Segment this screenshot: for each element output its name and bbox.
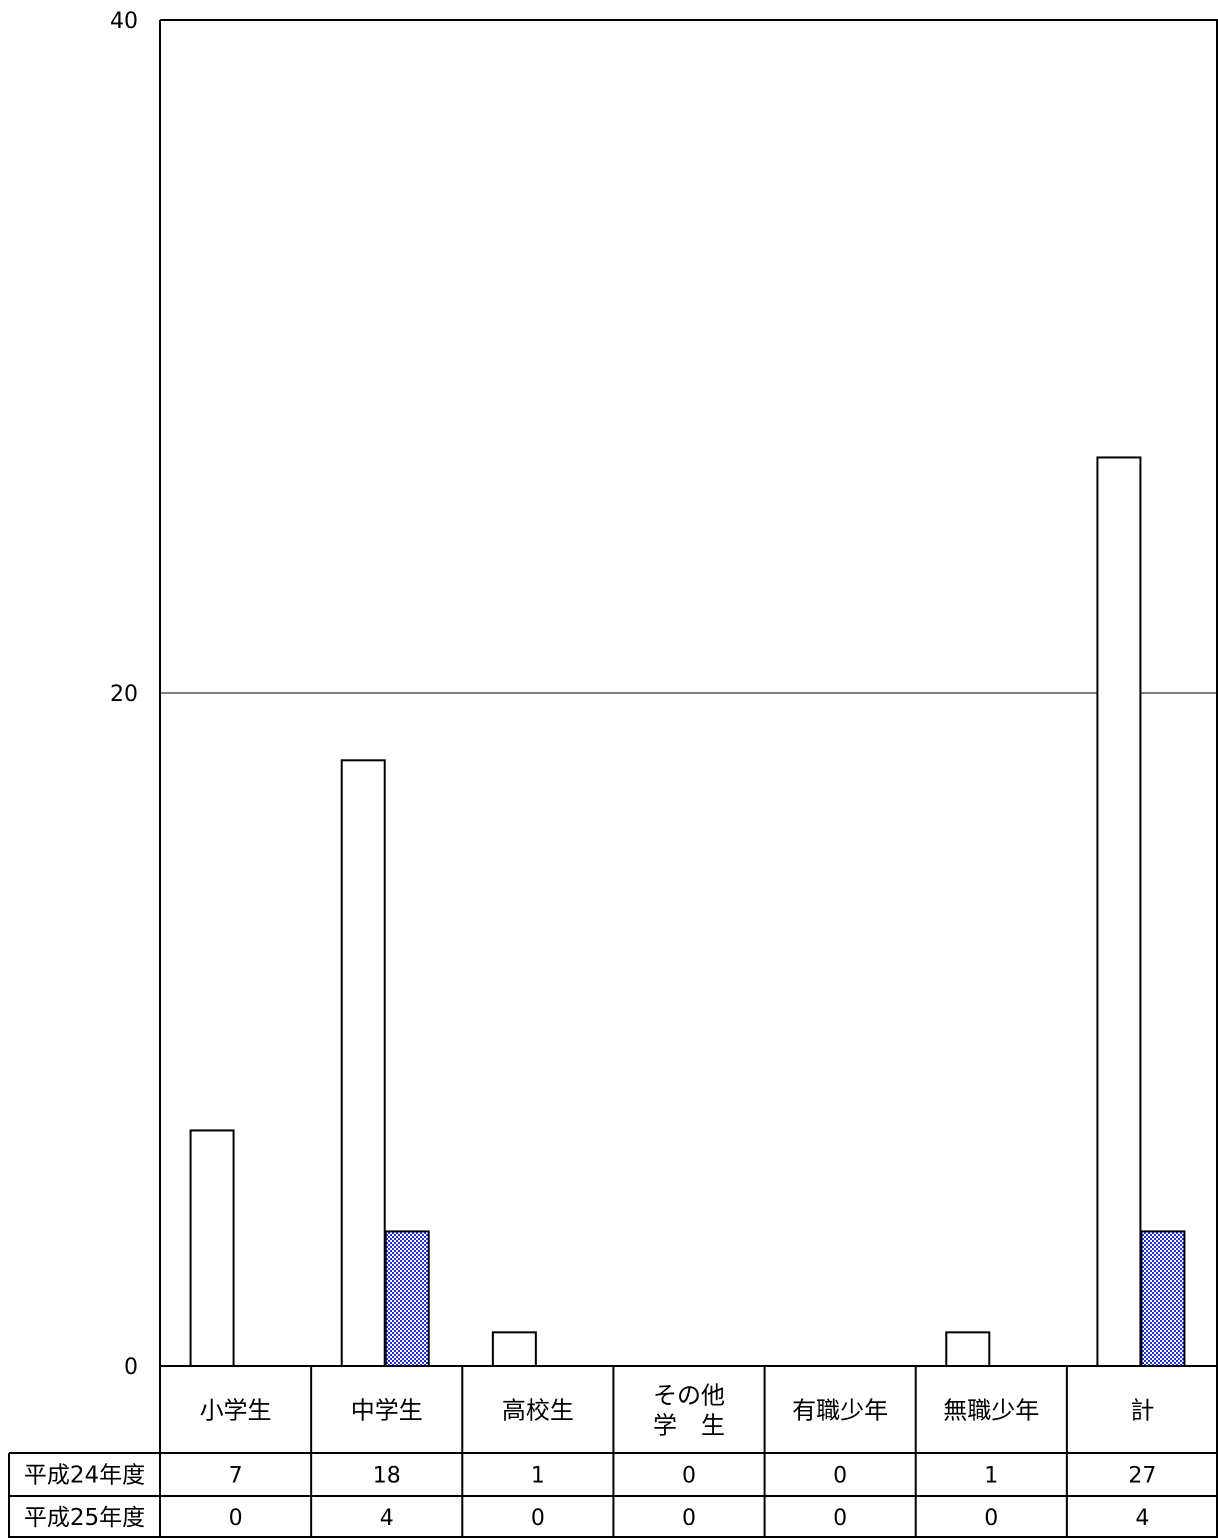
data-label: 4 (1135, 1506, 1149, 1531)
category-label-line: 高校生 (502, 1397, 574, 1425)
category-label: 計 (1130, 1397, 1154, 1425)
data-label: 18 (373, 1464, 401, 1489)
bar-h24 (340, 759, 386, 1367)
category-label: 無職少年 (943, 1397, 1039, 1425)
table-row-label: 平成24年度 (24, 1463, 145, 1489)
bar-h25 (1140, 1230, 1186, 1368)
data-label: 7 (229, 1464, 243, 1489)
category-label: 中学生 (351, 1397, 423, 1425)
bar-h24 (945, 1331, 991, 1367)
data-label: 0 (682, 1506, 696, 1531)
data-label: 0 (531, 1506, 545, 1531)
category-label: 小学生 (200, 1397, 272, 1425)
category-label-line: 無職少年 (943, 1397, 1039, 1425)
category-label-line: 有職少年 (792, 1397, 888, 1425)
data-label: 27 (1128, 1464, 1156, 1489)
data-label: 0 (682, 1464, 696, 1489)
data-label: 0 (833, 1464, 847, 1489)
data-label: 0 (833, 1506, 847, 1531)
category-label: 高校生 (502, 1397, 574, 1425)
category-label-line: 小学生 (200, 1397, 272, 1425)
bar-h24 (189, 1129, 235, 1367)
data-label: 0 (229, 1506, 243, 1531)
table-row-label: 平成25年度 (24, 1505, 145, 1531)
category-label: その他学 生 (653, 1382, 725, 1440)
bar-h25 (384, 1230, 430, 1368)
y-tick-label: 20 (110, 682, 138, 707)
category-label-line: 中学生 (351, 1397, 423, 1425)
category-label: 有職少年 (792, 1397, 888, 1425)
data-label: 1 (984, 1464, 998, 1489)
data-label: 1 (531, 1464, 545, 1489)
bar-h24 (491, 1331, 537, 1367)
bar-h24 (1096, 456, 1142, 1367)
data-label: 0 (984, 1506, 998, 1531)
y-tick-label: 40 (110, 9, 138, 34)
data-label: 4 (380, 1506, 394, 1531)
y-tick-label: 0 (124, 1355, 138, 1380)
category-label-line: 計 (1130, 1397, 1154, 1425)
category-label-line: 学 生 (653, 1412, 725, 1440)
category-label-line: その他 (653, 1382, 725, 1410)
